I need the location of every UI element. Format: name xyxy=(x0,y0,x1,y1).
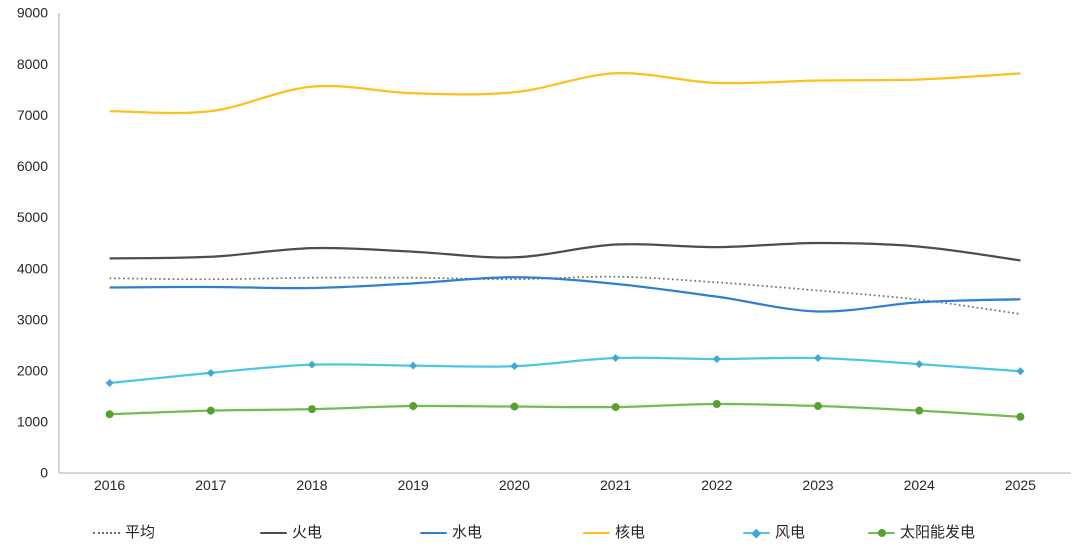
legend-label-solar: 太阳能发电 xyxy=(900,524,976,541)
series-marker-solar xyxy=(206,406,215,415)
series-marker-solar xyxy=(712,400,721,408)
series-marker-wind xyxy=(611,354,620,362)
circle-marker-icon xyxy=(878,529,886,537)
x-tick-label: 2021 xyxy=(600,477,631,493)
legend-item-average: 平均 xyxy=(93,521,155,545)
legend-item-thermal: 火电 xyxy=(260,521,322,545)
legend-label-wind: 风电 xyxy=(775,524,806,541)
legend-label-average: 平均 xyxy=(125,524,156,541)
diamond-marker-icon xyxy=(751,528,761,538)
x-tick-label: 2020 xyxy=(499,477,530,493)
y-tick-label: 0 xyxy=(40,465,48,481)
y-tick-label: 6000 xyxy=(17,158,48,174)
legend-label-hydro: 水电 xyxy=(452,524,483,541)
series-marker-solar xyxy=(510,402,519,411)
series-marker-wind xyxy=(308,360,316,369)
series-line-solar xyxy=(109,402,1021,418)
y-tick-label: 9000 xyxy=(17,5,48,21)
legend-item-hydro: 水电 xyxy=(420,521,482,545)
x-tick-label: 2016 xyxy=(94,477,125,493)
series-marker-wind xyxy=(1016,367,1025,376)
series-marker-wind xyxy=(206,368,215,377)
series-marker-solar xyxy=(409,402,418,411)
legend-swatch-thermal xyxy=(260,528,287,538)
series-marker-solar xyxy=(814,402,822,411)
y-tick-label: 7000 xyxy=(17,107,48,123)
series-marker-wind xyxy=(712,355,721,364)
line-swatch xyxy=(583,532,610,535)
dotted-line-swatch xyxy=(93,531,120,534)
series-marker-solar xyxy=(611,403,620,412)
series-line-average xyxy=(109,275,1021,315)
y-tick-label: 8000 xyxy=(17,56,48,72)
series-line-nuclear xyxy=(109,72,1021,115)
legend-item-wind: 风电 xyxy=(743,521,805,545)
series-line-wind xyxy=(109,356,1021,385)
legend-item-solar: 太阳能发电 xyxy=(868,521,975,545)
x-tick-label: 2019 xyxy=(398,477,429,493)
y-tick-label: 1000 xyxy=(17,414,48,430)
x-tick-label: 2017 xyxy=(195,477,226,493)
series-marker-solar xyxy=(915,406,924,415)
series-marker-solar xyxy=(308,405,316,414)
legend-label-thermal: 火电 xyxy=(292,524,323,541)
legend-item-nuclear: 核电 xyxy=(583,521,645,545)
series-marker-wind xyxy=(105,379,114,388)
legend-swatch-solar xyxy=(868,528,895,538)
legend-label-nuclear: 核电 xyxy=(615,524,646,541)
x-tick-label: 2018 xyxy=(296,477,327,493)
legend-swatch-nuclear xyxy=(583,528,610,538)
series-line-thermal xyxy=(109,241,1021,262)
series-marker-solar xyxy=(1016,412,1025,421)
y-tick-label: 2000 xyxy=(17,362,48,378)
series-marker-wind xyxy=(814,354,822,362)
line-swatch xyxy=(260,532,287,535)
series-marker-wind xyxy=(510,362,519,371)
x-tick-label: 2025 xyxy=(1005,477,1036,493)
legend-swatch-average xyxy=(93,528,120,538)
y-tick-label: 5000 xyxy=(17,209,48,225)
series-marker-wind xyxy=(409,361,418,370)
legend-swatch-hydro xyxy=(420,528,447,538)
chart-legend: 平均 火电 水电 核电 风电 太阳能发电 xyxy=(0,521,1080,547)
x-tick-label: 2023 xyxy=(802,477,833,493)
legend-swatch-wind xyxy=(743,528,770,538)
x-tick-label: 2024 xyxy=(904,477,935,493)
series-line-hydro xyxy=(109,276,1021,313)
series-marker-wind xyxy=(915,360,924,369)
x-tick-label: 2022 xyxy=(701,477,732,493)
series-marker-solar xyxy=(105,410,114,419)
line-swatch xyxy=(420,532,447,535)
y-tick-label: 4000 xyxy=(17,260,48,276)
y-tick-label: 3000 xyxy=(17,311,48,327)
